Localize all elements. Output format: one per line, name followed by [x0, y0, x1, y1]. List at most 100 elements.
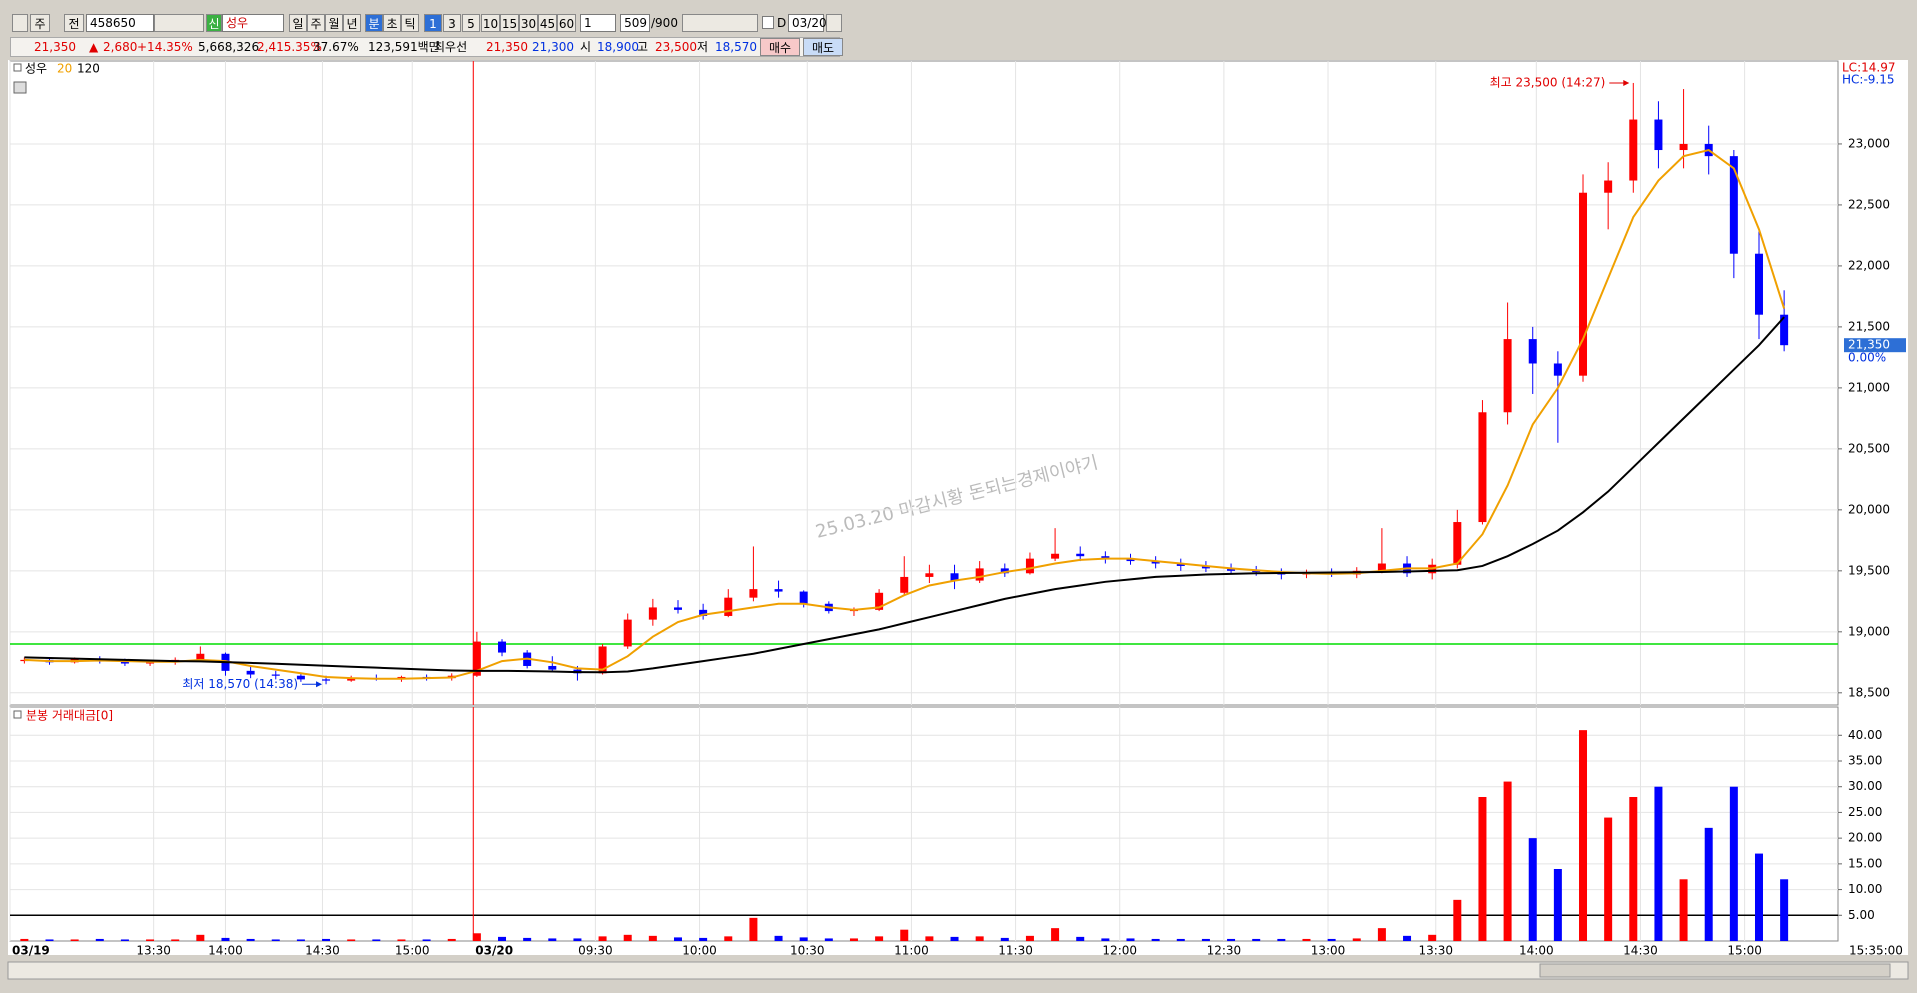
candle-body [1453, 522, 1462, 565]
search-tools[interactable] [154, 14, 204, 32]
calendar-button[interactable] [826, 14, 842, 32]
volume-bar [95, 938, 104, 941]
y-tick-label: 30.00 [1848, 779, 1882, 793]
volume-bar [271, 939, 280, 941]
candle-body [322, 679, 331, 681]
candle-body [347, 678, 356, 681]
last-price-box [1844, 338, 1906, 353]
volume-bar [1704, 827, 1713, 941]
scrollbar[interactable] [7, 961, 1909, 980]
candle-body [120, 661, 129, 664]
mode-select[interactable]: 전 [64, 14, 84, 32]
buy-button[interactable]: 매수 [760, 38, 800, 56]
candle-body [673, 607, 682, 610]
market-select[interactable]: 주 [30, 14, 50, 32]
volume-bar [1176, 938, 1185, 941]
interval-button[interactable]: 30 [519, 14, 538, 32]
pane-icon [13, 710, 22, 719]
volume-bar [1579, 730, 1588, 941]
volume-bar [1528, 838, 1537, 941]
y-tick-label: 15.00 [1848, 856, 1882, 870]
candle-body [1478, 412, 1487, 523]
period-button[interactable]: 틱 [401, 14, 419, 32]
volume-ratio: 2,415.35% [257, 40, 322, 54]
count-input[interactable]: 509 [620, 14, 650, 32]
legend-name: 성우 [25, 62, 47, 76]
candle-body [900, 576, 909, 593]
legend-ma20: 20 [57, 62, 72, 76]
candle-body [1151, 561, 1160, 564]
volume-bar [246, 938, 255, 941]
volume-bar [1327, 938, 1336, 941]
y-tick-label: 21,000 [1848, 380, 1890, 394]
y-tick-label: 20,000 [1848, 502, 1890, 516]
candle-body [548, 665, 557, 670]
x-tick-label: 12:30 [1207, 944, 1242, 958]
candle-body [1101, 556, 1110, 559]
volume-bar [397, 939, 406, 941]
x-tick-label: 13:00 [1311, 944, 1346, 958]
interval-button[interactable]: 45 [538, 14, 557, 32]
best-label: 최우선 [434, 40, 468, 54]
interval-button[interactable]: 1 [424, 14, 442, 32]
volume-bar [1302, 938, 1311, 941]
high-annotation: 최고 23,500 (14:27) [1490, 75, 1606, 89]
volume-bar [673, 937, 682, 941]
candle-body [1503, 339, 1512, 413]
volume-bar [774, 935, 783, 941]
candle-body [1579, 192, 1588, 376]
interval-button[interactable]: 3 [443, 14, 461, 32]
candle-body [699, 609, 708, 616]
volume-bar [799, 937, 808, 941]
date-input[interactable]: 03/20 [788, 14, 827, 32]
volume-bar [296, 939, 305, 941]
unit-input[interactable]: 1 [580, 14, 616, 32]
y-tick-label: 19,000 [1848, 624, 1890, 638]
y-tick-label: 22,000 [1848, 258, 1890, 272]
volume-bar [824, 938, 833, 941]
chart-tools[interactable] [682, 14, 758, 32]
volume-bar [1277, 938, 1286, 941]
volume-bar [900, 929, 909, 941]
volume-bar [699, 937, 708, 941]
period-button[interactable]: 일 [289, 14, 307, 32]
volume-bar [1478, 797, 1487, 941]
period-button[interactable]: 월 [325, 14, 343, 32]
calendar-icon[interactable] [13, 81, 27, 94]
interval-button[interactable]: 5 [462, 14, 480, 32]
candle-body [1754, 253, 1763, 315]
chart-background [8, 60, 1908, 955]
candle-body [1000, 568, 1009, 574]
volume-bar [447, 938, 456, 941]
x-tick-label: 14:30 [305, 944, 340, 958]
legend-icon [13, 63, 22, 72]
date-checkbox[interactable] [762, 16, 774, 29]
volume-bar [45, 939, 54, 941]
volume-bar [1654, 786, 1663, 941]
period-button[interactable]: 초 [383, 14, 401, 32]
menu-button[interactable] [12, 14, 28, 32]
period-button[interactable]: 분 [365, 14, 383, 32]
volume-bar [523, 937, 532, 941]
candle-body [498, 641, 507, 653]
name-input[interactable]: 성우 [222, 14, 284, 32]
sell-button[interactable]: 매도 [803, 38, 843, 56]
high-label: 고 [637, 40, 649, 54]
volume-bar [1377, 928, 1386, 941]
interval-button[interactable]: 10 [481, 14, 500, 32]
volume-bar [322, 938, 331, 941]
candle-body [1252, 570, 1261, 573]
x-tick-label: 10:00 [682, 944, 717, 958]
bid: 21,300 [532, 40, 574, 54]
interval-button[interactable]: 60 [557, 14, 576, 32]
period-button[interactable]: 년 [343, 14, 361, 32]
volume-bar [221, 937, 230, 941]
interval-button[interactable]: 15 [500, 14, 519, 32]
moving-average [24, 316, 1785, 674]
code-input[interactable]: 458650 [86, 14, 154, 32]
candle-body [774, 589, 783, 592]
x-tick-label: 15:00 [395, 944, 430, 958]
period-button[interactable]: 주 [307, 14, 325, 32]
scroll-thumb[interactable] [1539, 963, 1891, 978]
candle-body [1227, 568, 1236, 571]
